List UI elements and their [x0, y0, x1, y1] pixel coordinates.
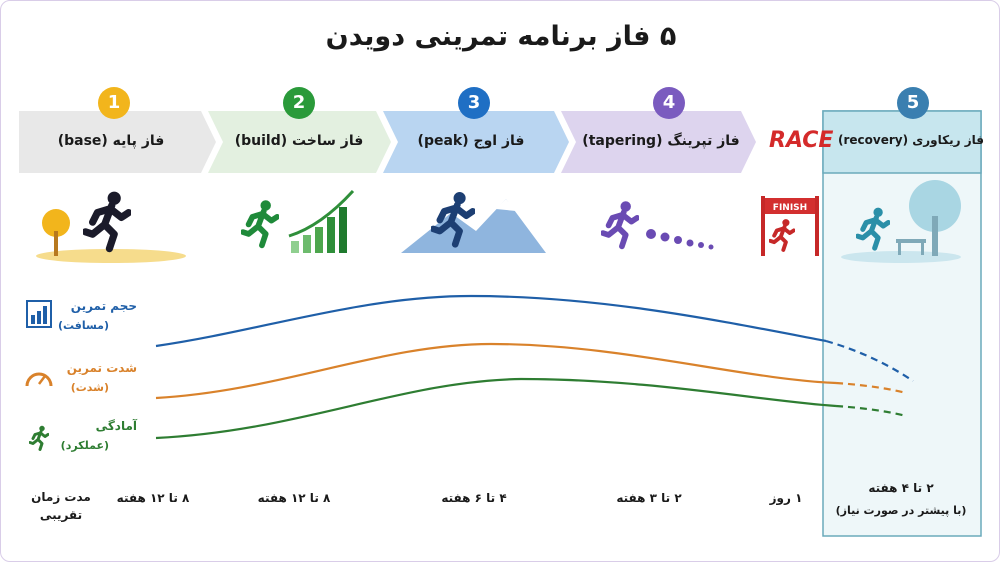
duration-note: (با پیشتر در صورت نیاز): [835, 504, 967, 517]
intensity-curve-dashed: [835, 381, 907, 395]
volume-curve: [155, 294, 827, 348]
phase-label: فاز پایه (base): [57, 133, 165, 149]
phase-banner: [822, 110, 982, 174]
duration: ۸ تا ۱۲ هفته: [116, 491, 190, 505]
phase-number: 4: [653, 87, 685, 119]
duration: ۴ تا ۶ هفته: [441, 491, 507, 505]
phase-label: فاز تپرینگ (tapering): [582, 133, 740, 149]
build-icon: [243, 189, 355, 253]
phase-number: 3: [458, 87, 490, 119]
volume-icon: [26, 300, 52, 328]
phase-number: 5: [897, 87, 929, 119]
fitness-curve-dashed: [835, 404, 907, 418]
fitness-curve: [155, 377, 837, 440]
phase-number: 2: [283, 87, 315, 119]
phase-label: فاز ریکاوری (recovery): [838, 133, 984, 147]
duration: ۸ تا ۱۲ هفته: [257, 491, 331, 505]
phase-banner: [208, 111, 391, 173]
phase-label: فاز اوج (peak): [417, 133, 525, 149]
legend-name: حجم تمرین: [70, 299, 137, 313]
duration: ۲ تا ۳ هفته: [616, 491, 682, 505]
intensity-icon: [25, 372, 53, 387]
volume-curve-dashed: [825, 339, 914, 382]
duration: ۱ روز: [769, 491, 803, 505]
phase-banner: [19, 111, 216, 173]
legend-note: (شدت): [70, 381, 109, 394]
legend-name: شدت تمرین: [66, 361, 137, 375]
legend-note: (عملکرد): [60, 439, 109, 452]
peak-icon: [401, 193, 546, 253]
legend-note: (مسافت): [57, 319, 109, 332]
phase-banner: [561, 111, 756, 173]
duration-label: مدت زمان تقریبی: [31, 490, 91, 522]
title: ۵ فاز برنامه تمرینی دویدن: [325, 21, 677, 52]
duration: ۲ تا ۴ هفته: [868, 481, 934, 495]
tapering-icon: [603, 202, 714, 250]
race-label: RACE: [769, 128, 834, 153]
recovery-column: [822, 110, 982, 537]
phase-number: 1: [98, 87, 130, 119]
intensity-curve: [155, 342, 837, 400]
race-icon: [761, 196, 819, 256]
phase-label: فاز ساخت (build): [234, 133, 364, 149]
legend-name: آمادگی: [95, 419, 137, 433]
finish-text: FINISH: [773, 203, 807, 213]
fitness-icon: [29, 424, 49, 452]
base-icon: [36, 192, 186, 263]
phase-banner: [383, 111, 569, 173]
recovery-icon: [841, 180, 961, 263]
